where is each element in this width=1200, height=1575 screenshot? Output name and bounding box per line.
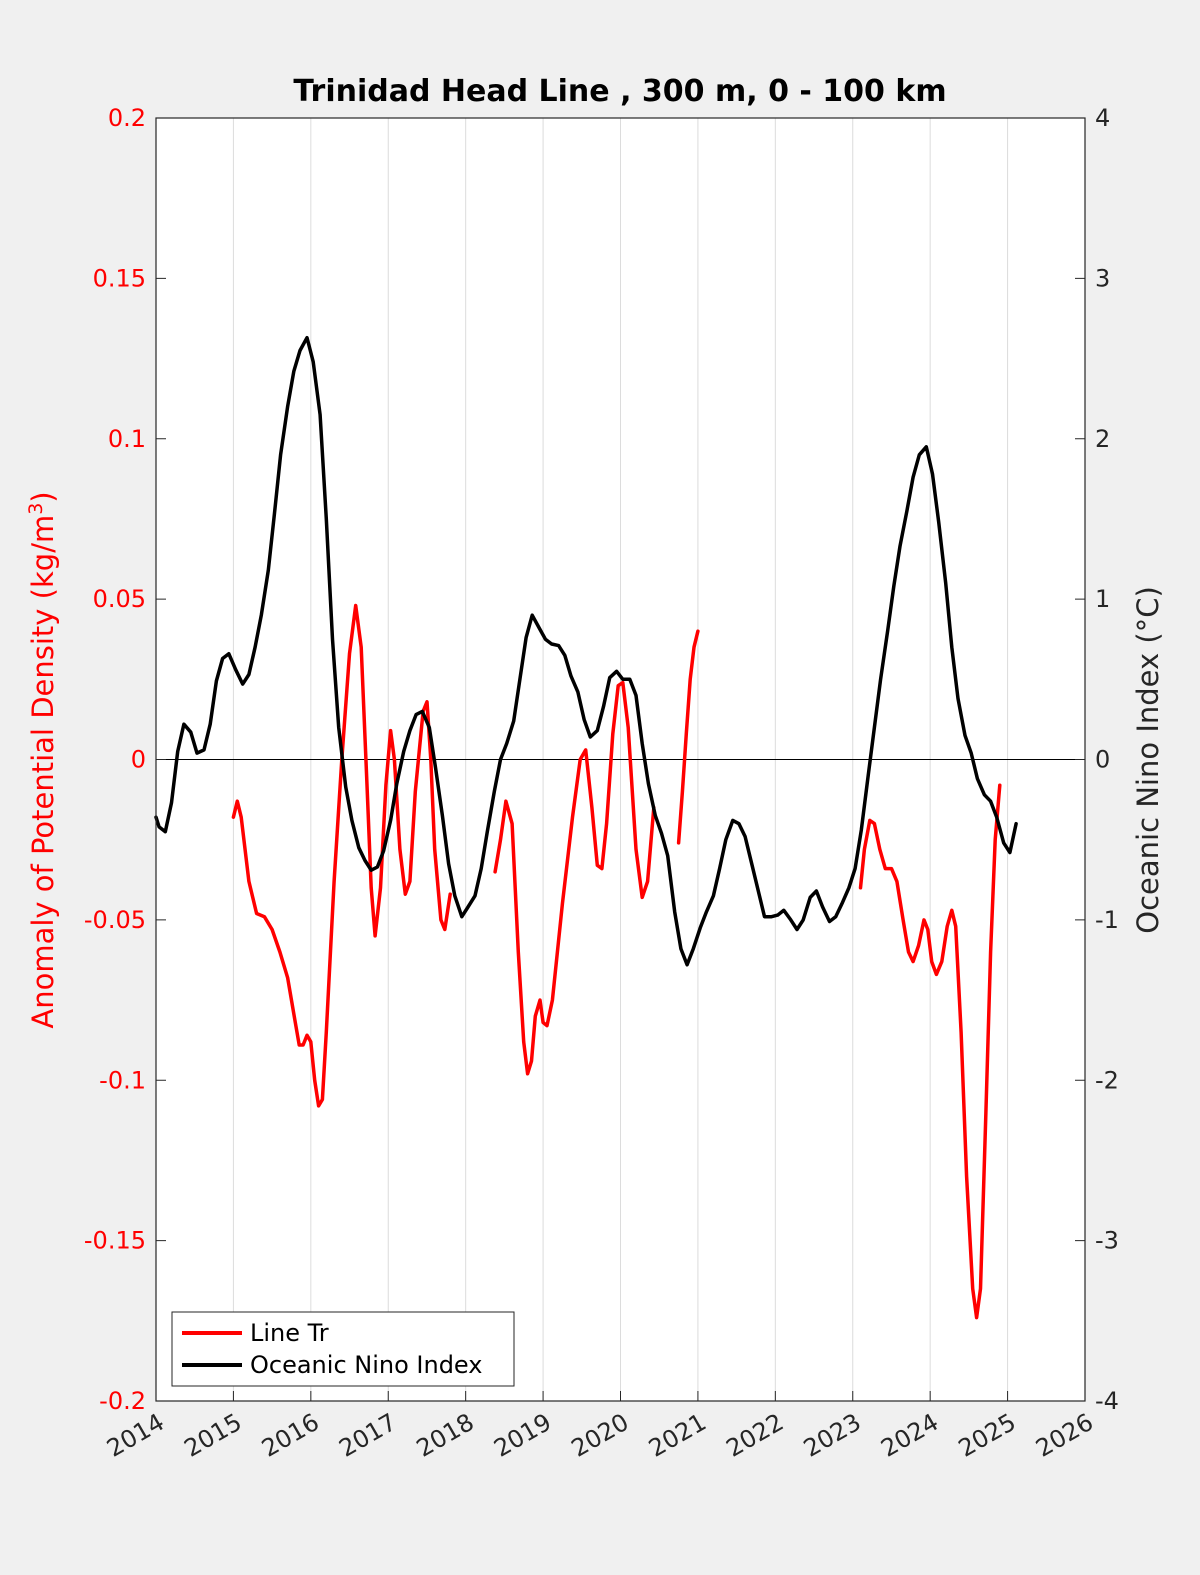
series-line-tr-segment-3 <box>858 783 1002 1320</box>
left-axis-label-main: Anomaly of Potential Density (kg/m <box>26 515 60 1029</box>
left-tick-label: 0.2 <box>108 104 146 132</box>
right-axis-label: Oceanic Nino Index (°C) <box>1131 586 1165 934</box>
right-tick-label: 1 <box>1095 585 1110 613</box>
right-tick-label: -4 <box>1095 1387 1119 1415</box>
right-axis: 4 3 2 1 0 -1 -2 -3 -4 <box>1075 104 1119 1415</box>
series-oni-segment-0 <box>154 335 1018 967</box>
x-tick-label-2026: 2026 <box>1031 1408 1098 1463</box>
x-tick-label-2014: 2014 <box>102 1408 169 1463</box>
x-tick-label-2015: 2015 <box>180 1408 247 1463</box>
right-tick-label: -2 <box>1095 1066 1119 1094</box>
right-tick-label: 3 <box>1095 264 1110 292</box>
right-tick-label: 0 <box>1095 746 1110 774</box>
left-tick-label: -0.2 <box>99 1387 146 1415</box>
x-tick-label-2017: 2017 <box>334 1408 401 1463</box>
legend-label-line-tr: Line Tr <box>250 1319 329 1347</box>
series-line-tr-segment-0 <box>231 603 452 1108</box>
left-axis-label-end: ) <box>26 491 60 502</box>
left-tick-label: -0.15 <box>84 1227 146 1255</box>
x-tick-label-2019: 2019 <box>489 1408 556 1463</box>
series-line-tr-segment-2 <box>676 629 700 845</box>
left-tick-label: 0 <box>131 746 146 774</box>
x-tick-label-2022: 2022 <box>721 1408 788 1463</box>
left-axis-label-sup: 3 <box>25 503 47 515</box>
left-axis-label: Anomaly of Potential Density (kg/m3) <box>25 491 60 1028</box>
right-tick-label: -3 <box>1095 1227 1119 1255</box>
x-tick-label-2016: 2016 <box>257 1408 324 1463</box>
legend: Line Tr Oceanic Nino Index <box>171 1311 515 1387</box>
x-axis: 2014 2015 2016 2017 2018 2019 2020 2021 2022 2023… <box>102 1391 1098 1463</box>
legend-label-oni: Oceanic Nino Index <box>250 1351 482 1379</box>
left-tick-label: 0.15 <box>93 264 146 292</box>
left-tick-label: -0.05 <box>84 906 146 934</box>
x-tick-label-2021: 2021 <box>644 1408 711 1463</box>
right-tick-label: 2 <box>1095 425 1110 453</box>
x-tick-label-2020: 2020 <box>567 1408 634 1463</box>
right-tick-label: 4 <box>1095 104 1110 132</box>
x-tick-label-2023: 2023 <box>799 1408 866 1463</box>
left-tick-label: 0.05 <box>93 585 146 613</box>
series-line-tr-segment-1 <box>493 680 656 1076</box>
series-group <box>154 335 1018 1320</box>
right-tick-label: -1 <box>1095 906 1119 934</box>
chart-title: Trinidad Head Line , 300 m, 0 - 100 km <box>293 74 946 109</box>
x-tick-label-2018: 2018 <box>412 1408 479 1463</box>
x-tick-label-2024: 2024 <box>876 1408 943 1463</box>
left-tick-label: 0.1 <box>108 425 146 453</box>
left-tick-label: -0.1 <box>99 1066 146 1094</box>
left-axis: 0.2 0.15 0.1 0.05 0 -0.05 -0.1 -0.15 -0.2 <box>84 104 166 1415</box>
legend-box <box>171 1311 515 1387</box>
x-tick-label-2025: 2025 <box>954 1408 1021 1463</box>
